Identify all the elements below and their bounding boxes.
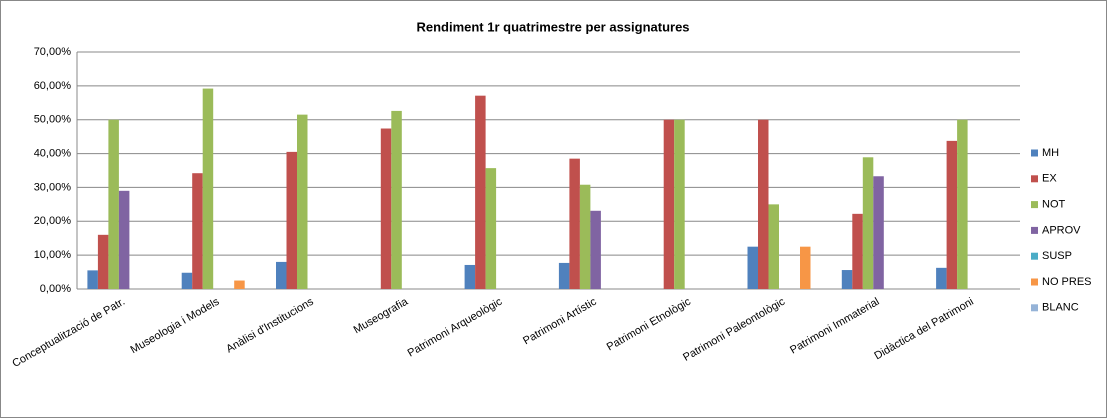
bar — [391, 110, 402, 289]
legend-label: MH — [1042, 147, 1059, 159]
bar — [475, 95, 486, 289]
bar — [234, 280, 245, 289]
bar — [946, 140, 958, 289]
bar — [192, 173, 203, 289]
y-tick-label: 10,00% — [34, 249, 72, 261]
bar — [118, 190, 130, 289]
y-tick-label: 40,00% — [34, 147, 72, 159]
legend-swatch — [1031, 252, 1038, 260]
legend-label: NO PRES — [1042, 276, 1092, 288]
bar — [464, 264, 476, 289]
bar — [768, 204, 779, 289]
bar — [569, 158, 580, 289]
bar — [590, 210, 601, 289]
bar — [202, 88, 214, 290]
bar — [852, 213, 863, 289]
y-tick-label: 20,00% — [34, 215, 72, 227]
bar — [558, 262, 570, 289]
legend-swatch — [1031, 149, 1038, 157]
y-tick-label: 0,00% — [40, 283, 71, 295]
legend-swatch — [1031, 201, 1038, 209]
bar — [663, 119, 675, 289]
legend-label: EX — [1042, 173, 1057, 185]
bar — [758, 119, 769, 289]
bar — [936, 267, 947, 289]
y-tick-label: 60,00% — [34, 80, 72, 92]
legend-swatch — [1031, 304, 1038, 312]
bar — [97, 234, 109, 289]
bar — [841, 270, 853, 289]
bar — [108, 119, 119, 289]
legend-label: BLANC — [1042, 302, 1079, 314]
bar — [862, 157, 874, 289]
y-tick-label: 30,00% — [34, 181, 72, 193]
bar — [485, 168, 497, 289]
bar — [276, 261, 287, 289]
bar — [297, 114, 308, 289]
legend-swatch — [1031, 226, 1038, 234]
bar — [873, 176, 884, 289]
chart-title: Rendiment 1r quatrimestre per assignatur… — [416, 19, 689, 34]
bar — [674, 119, 685, 289]
bar — [957, 119, 968, 289]
legend-label: APROV — [1042, 224, 1081, 236]
bar — [181, 272, 193, 289]
bar — [87, 270, 98, 289]
bar — [579, 184, 591, 289]
bar — [286, 151, 297, 289]
y-tick-label: 70,00% — [34, 46, 72, 58]
bar — [800, 246, 811, 289]
legend-label: NOT — [1042, 199, 1066, 211]
y-tick-label: 50,00% — [34, 114, 72, 126]
legend-swatch — [1031, 278, 1038, 286]
legend-label: SUSP — [1042, 250, 1072, 262]
bar — [380, 128, 392, 289]
legend-swatch — [1031, 175, 1038, 183]
bar — [747, 246, 758, 289]
